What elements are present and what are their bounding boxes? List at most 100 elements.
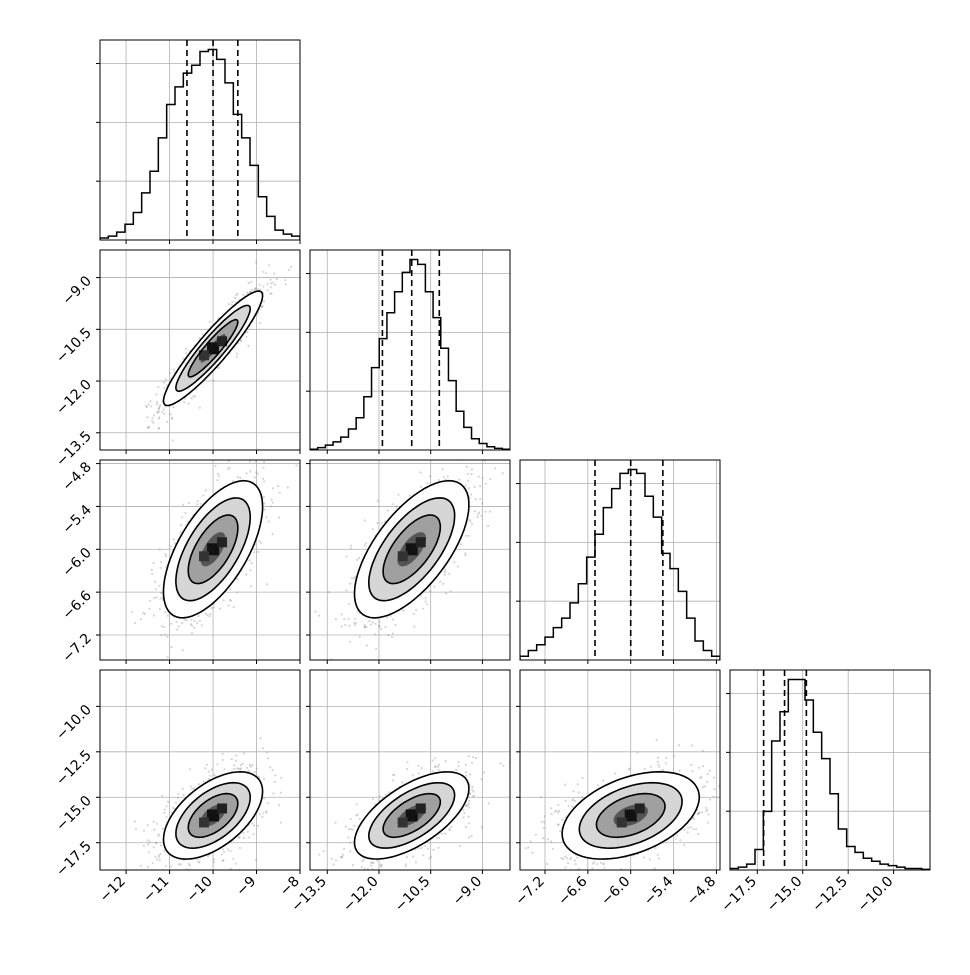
scatter-point [348, 625, 350, 627]
scatter-point [415, 861, 417, 863]
scatter-point [261, 305, 263, 307]
scatter-point [574, 800, 576, 802]
scatter-point [353, 622, 355, 624]
panel-frame [100, 40, 300, 240]
scatter-point [478, 476, 480, 478]
scatter-point [236, 353, 238, 355]
scatter-point [230, 600, 232, 602]
scatter-point [163, 413, 165, 415]
scatter-point [254, 771, 256, 773]
scatter-point [364, 545, 366, 547]
scatter-point [402, 781, 404, 783]
scatter-point [236, 767, 238, 769]
scatter-point [236, 578, 238, 580]
scatter-point [218, 367, 220, 369]
scatter-point [218, 475, 220, 477]
scatter-point [268, 520, 270, 522]
scatter-point [235, 863, 237, 865]
scatter-point [148, 851, 150, 853]
panel-content [100, 670, 300, 894]
scatter-point [245, 573, 247, 575]
scatter-point [443, 476, 445, 478]
scatter-point [223, 768, 225, 770]
scatter-point [159, 548, 161, 550]
scatter-point [431, 456, 433, 458]
scatter-point [217, 877, 219, 879]
scatter-point [386, 616, 388, 618]
scatter-point [261, 816, 263, 818]
scatter-point [469, 793, 471, 795]
x-tick-label: −10.5 [392, 874, 434, 916]
scatter-point [340, 856, 342, 858]
scatter-point [263, 496, 265, 498]
scatter-point [197, 615, 199, 617]
scatter-point [170, 545, 172, 547]
scatter-point [375, 648, 377, 650]
scatter-point [395, 505, 397, 507]
scatter-point [274, 781, 276, 783]
scatter-point [392, 779, 394, 781]
scatter-point [175, 621, 177, 623]
scatter-point [365, 542, 367, 544]
scatter-point [159, 661, 161, 663]
scatter-point [231, 758, 233, 760]
scatter-point [155, 596, 157, 598]
scatter-point [262, 285, 264, 287]
scatter-point [344, 624, 346, 626]
scatter-point [465, 826, 467, 828]
scatter-point [687, 827, 689, 829]
scatter-point [147, 824, 149, 826]
y-tick-label: −12.5 [53, 747, 95, 789]
scatter-point [249, 764, 251, 766]
x-tick-label: −9.0 [450, 874, 485, 909]
scatter-point [343, 618, 345, 620]
panel-1-1 [306, 250, 510, 454]
scatter-point [502, 472, 504, 474]
scatter-point [250, 281, 252, 283]
scatter-point [468, 800, 470, 802]
scatter-point [439, 581, 441, 583]
scatter-point [149, 600, 151, 602]
scatter-point [442, 583, 444, 585]
scatter-point [343, 871, 345, 873]
scatter-point [271, 499, 273, 501]
scatter-point [159, 859, 161, 861]
scatter-point [481, 826, 483, 828]
scatter-point [247, 345, 249, 347]
scatter-point [167, 656, 169, 658]
scatter-point [551, 813, 553, 815]
scatter-point [253, 551, 255, 553]
scatter-point [211, 769, 213, 771]
scatter-point [156, 412, 158, 414]
scatter-point [379, 621, 381, 623]
scatter-point [274, 284, 276, 286]
scatter-point [265, 272, 267, 274]
scatter-point [346, 589, 348, 591]
scatter-point [235, 760, 237, 762]
scatter-point [107, 453, 109, 455]
scatter-point [205, 489, 207, 491]
scatter-point [153, 414, 155, 416]
scatter-point [153, 597, 155, 599]
scatter-point [156, 858, 158, 860]
scatter-point [277, 485, 279, 487]
scatter-point [199, 407, 201, 409]
scatter-point [176, 629, 178, 631]
scatter-point [453, 561, 455, 563]
scatter-point [347, 837, 349, 839]
scatter-point [249, 291, 251, 293]
scatter-point [477, 513, 479, 515]
scatter-point [405, 865, 407, 867]
scatter-point [182, 649, 184, 651]
scatter-point [368, 871, 370, 873]
scatter-point [153, 846, 155, 848]
scatter-point [481, 778, 483, 780]
scatter-point [438, 479, 440, 481]
scatter-point [433, 849, 435, 851]
scatter-point [393, 774, 395, 776]
scatter-point [154, 855, 156, 857]
scatter-point [455, 769, 457, 771]
scatter-point [331, 874, 333, 876]
